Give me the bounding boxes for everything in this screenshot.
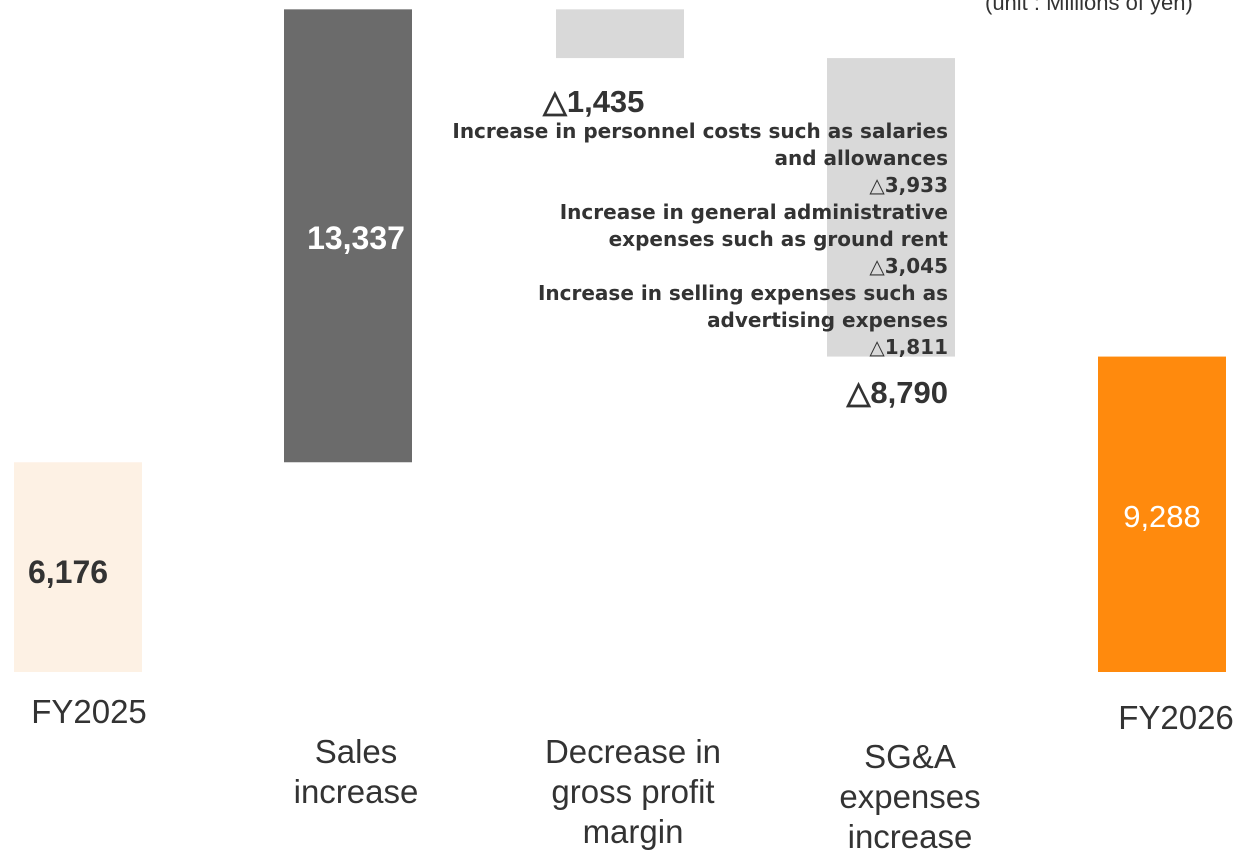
sga-item-personnel-label: Increase in personnel costs such as sala… (452, 119, 948, 170)
bar-value-label-0: 6,176 (28, 554, 108, 590)
category-fy2025-text: FY2025 (31, 693, 147, 730)
waterfall-chart: 6,176 13,337 9,288 (14, 9, 1226, 672)
sga-item-selling-value: △1,811 (869, 335, 948, 359)
category-sga-text: SG&A expenses increase (839, 738, 981, 855)
category-sales-increase-text: Sales increase (293, 733, 419, 810)
bar-3 (827, 58, 955, 357)
gross-margin-value-label: △1,435 (543, 84, 645, 119)
sga-item-personnel-value: △3,933 (869, 173, 948, 197)
bar-value-label-1: 13,337 (307, 220, 405, 256)
category-label-fy2025: FY2025 (0, 692, 178, 732)
category-fy2026-text: FY2026 (1118, 699, 1234, 736)
sga-item-admin-label: Increase in general administrative expen… (559, 200, 948, 251)
category-label-gross-profit-margin: Decrease in gross profit margin (510, 692, 756, 852)
category-label-sga-increase: SG&A expenses increase (800, 697, 1020, 857)
category-label-fy2026: FY2026 (1090, 698, 1238, 738)
category-label-sales-increase: Sales increase (256, 692, 456, 812)
bar-2 (556, 9, 684, 59)
bar-value-label-4: 9,288 (1123, 499, 1201, 534)
bar-1 (284, 9, 412, 463)
sga-item-admin-value: △3,045 (869, 254, 948, 278)
category-gross-profit-text: Decrease in gross profit margin (544, 733, 722, 850)
unit-label: (unit : Millions of yen) (985, 0, 1193, 15)
bar-4 (1098, 356, 1226, 672)
sga-total-value: △8,790 (846, 375, 948, 410)
bar-0 (14, 462, 142, 672)
sga-breakdown: Increase in personnel costs such as sala… (448, 118, 948, 411)
sga-item-selling-label: Increase in selling expenses such as adv… (537, 281, 948, 332)
